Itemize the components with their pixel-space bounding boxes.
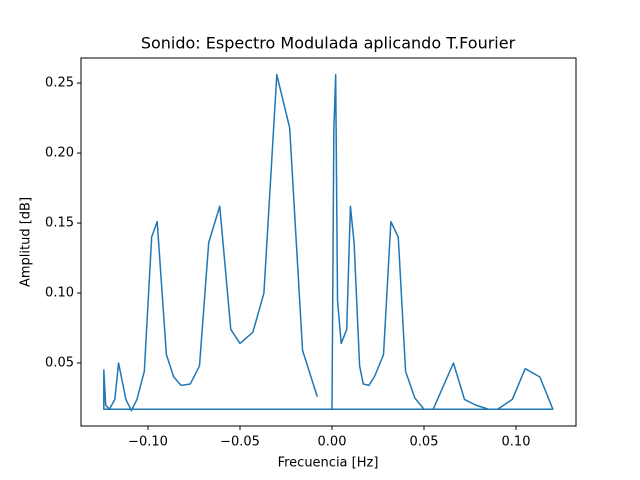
y-tick-label: 0.25 bbox=[45, 76, 74, 91]
x-tick-label: 0.10 bbox=[502, 435, 531, 450]
x-axis-label: Frecuencia [Hz] bbox=[278, 456, 379, 471]
y-axis-label: Amplitud [dB] bbox=[19, 197, 34, 287]
x-tick-label: 0.00 bbox=[318, 435, 347, 450]
x-tick-label: −0.05 bbox=[220, 435, 260, 450]
y-tick-label: 0.10 bbox=[45, 286, 74, 301]
x-tick-label: 0.05 bbox=[410, 435, 439, 450]
y-tick-label: 0.15 bbox=[45, 216, 74, 231]
line bbox=[103, 73, 554, 412]
y-tick-label: 0.20 bbox=[45, 146, 74, 161]
plot-frame bbox=[80, 57, 577, 427]
x-tick-label: −0.10 bbox=[128, 435, 168, 450]
y-tick-label: 0.05 bbox=[45, 356, 74, 371]
chart-title: Sonido: Espectro Modulada aplicando T.Fo… bbox=[141, 34, 516, 53]
